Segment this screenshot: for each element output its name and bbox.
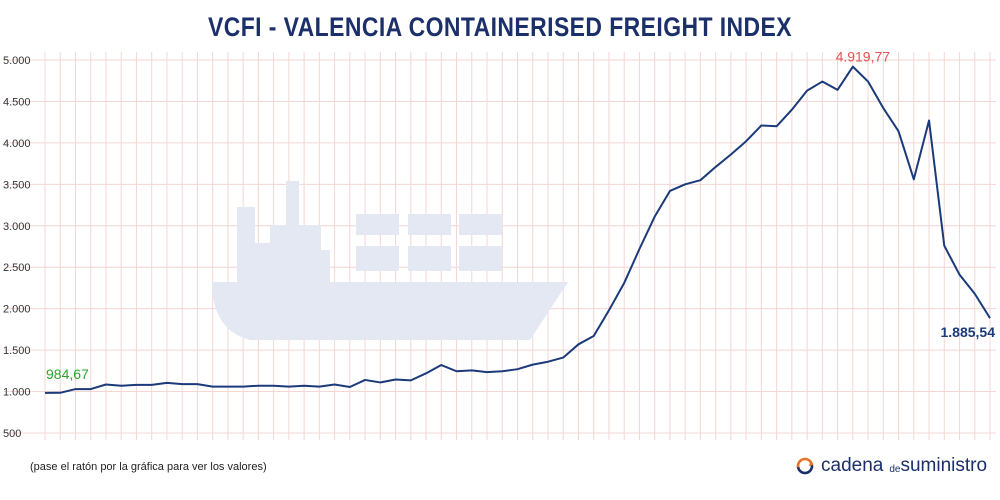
hover-hint: (pase el ratón por la gráfica para ver l… xyxy=(30,461,267,473)
brand-logo[interactable]: cadena de suministro xyxy=(795,455,987,477)
chart-title: VCFI - VALENCIA CONTAINERISED FREIGHT IN… xyxy=(208,12,792,42)
y-tick-label: 3.500 xyxy=(3,179,31,191)
y-axis-ticks: 500 1.000 1.500 2.000 2.500 3.000 3.500 4.000 4.… xyxy=(3,55,31,440)
y-tick-label: 2.000 xyxy=(3,304,31,316)
logo-icon xyxy=(796,457,814,475)
ship-watermark-icon xyxy=(212,181,568,340)
y-tick-label: 4.000 xyxy=(3,138,31,150)
brand-part-2: de xyxy=(889,463,901,475)
data-labels: 984,67 4.919,77 1.885,54 xyxy=(46,49,995,382)
y-tick-label: 2.500 xyxy=(3,262,31,274)
series-line[interactable] xyxy=(44,65,991,394)
y-tick-label: 500 xyxy=(3,428,21,440)
brand-part-3: suministro xyxy=(900,455,988,476)
grid xyxy=(4,52,996,440)
y-tick-label: 3.000 xyxy=(3,221,31,233)
y-tick-label: 4.500 xyxy=(3,96,31,108)
y-tick-label: 1.000 xyxy=(3,387,31,399)
y-tick-label: 5.000 xyxy=(3,55,31,67)
max-value-label: 4.919,77 xyxy=(836,49,891,65)
y-tick-label: 1.500 xyxy=(3,345,31,357)
first-value-label: 984,67 xyxy=(46,366,89,382)
last-value-label: 1.885,54 xyxy=(941,324,996,340)
brand-part-1: cadena xyxy=(821,455,884,476)
